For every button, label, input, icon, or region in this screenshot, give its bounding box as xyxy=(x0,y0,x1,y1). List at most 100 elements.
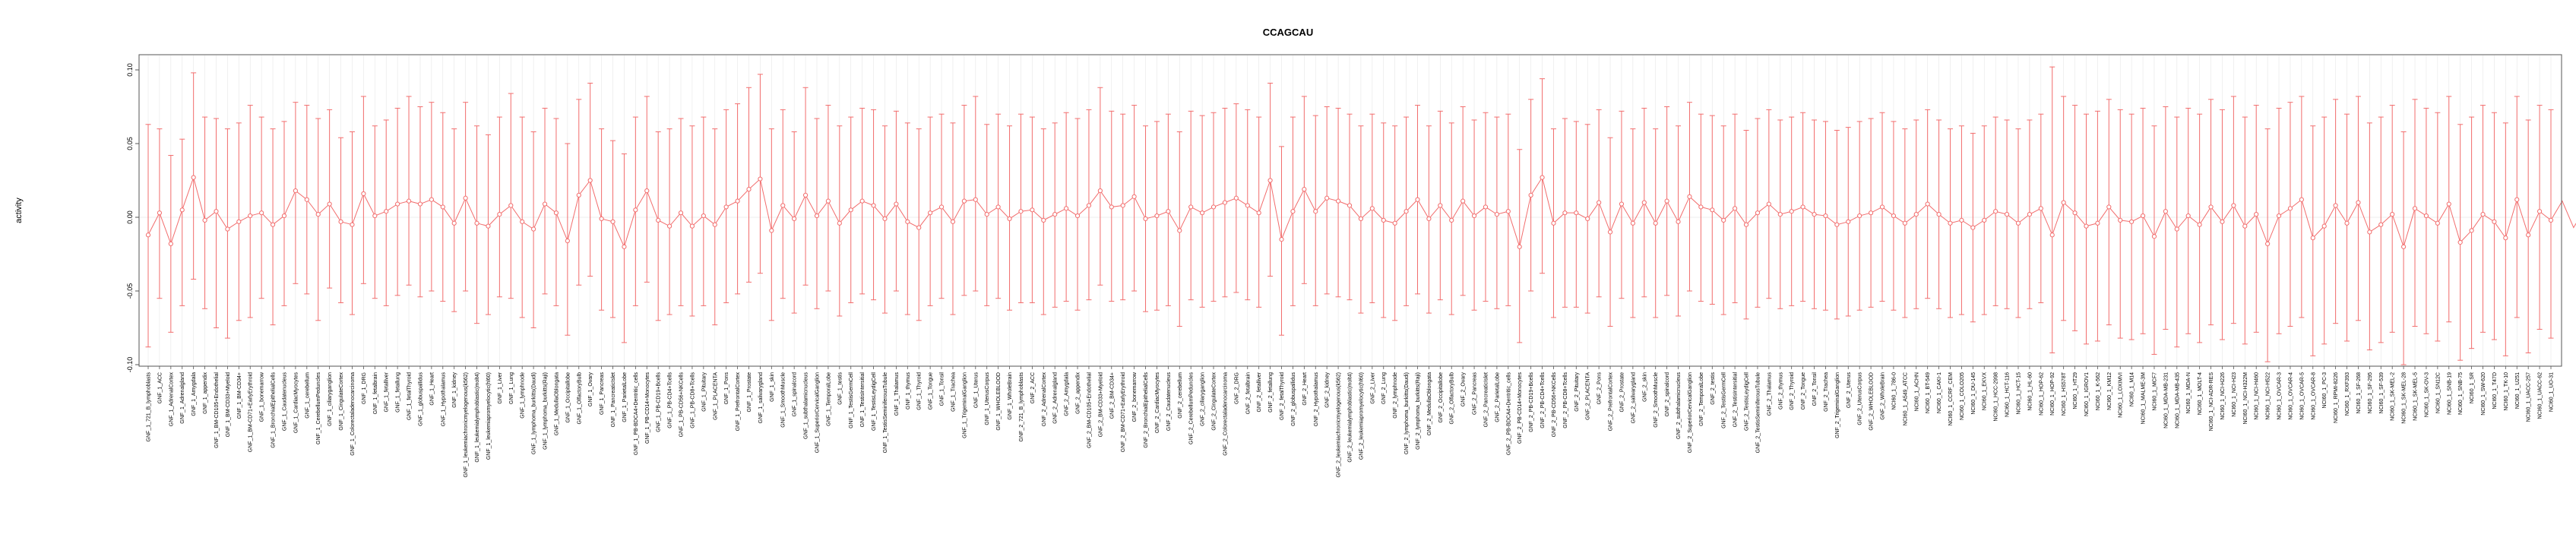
mean-point xyxy=(1902,220,1907,226)
x-tick-label: GNF_1_PB-CD4+Tcells xyxy=(668,372,673,428)
x-tick-label: NCI60_1_LOXIMVI xyxy=(2119,372,2124,418)
mean-point xyxy=(1256,210,1261,216)
marks-layer xyxy=(145,66,2576,365)
x-tick-label: NCI60_1_ACHN xyxy=(1914,372,1919,411)
mean-point xyxy=(1743,222,1749,227)
mean-point xyxy=(2423,213,2429,219)
mean-point xyxy=(1982,217,1987,223)
x-tick-label: GNF_1_TestisGermCell xyxy=(849,372,854,428)
mean-point xyxy=(712,222,717,227)
x-tick-label: NCI60_1_OVCAR-8 xyxy=(2311,372,2316,420)
x-tick-label: GNF_2_lymphoma_burkitts(Raji) xyxy=(1416,372,1421,450)
mean-point xyxy=(1505,209,1511,214)
mean-point xyxy=(837,220,842,226)
x-tick-label: GNF_2_fetallung xyxy=(1268,372,1274,413)
mean-point xyxy=(825,198,831,204)
mean-point xyxy=(1415,197,1420,202)
mean-point xyxy=(1426,216,1432,222)
mean-point xyxy=(214,209,219,214)
mean-point xyxy=(656,217,661,223)
mean-point xyxy=(1913,212,1919,217)
mean-point xyxy=(463,195,468,201)
x-tick-label: GNF_1_testis xyxy=(837,372,843,405)
x-tick-label: GNF_2_SuperiorCervicalGanglion xyxy=(1688,372,1693,453)
x-tick-label: NCI60_1_786-0 xyxy=(1891,372,1897,410)
mean-point xyxy=(2446,201,2451,207)
mean-point xyxy=(2514,197,2520,202)
mean-point xyxy=(248,213,253,219)
mean-point xyxy=(1041,217,1046,223)
mean-point xyxy=(2310,236,2315,241)
x-tick-label: GNF_1_UterusCorpus xyxy=(985,372,990,425)
mean-point xyxy=(1460,198,1466,204)
mean-point xyxy=(2208,204,2214,210)
x-tick-label: GNF_2_subthalamicnucleus xyxy=(1676,372,1682,439)
x-tick-label: GNF_1_PB-CD8+Tcells xyxy=(690,372,695,428)
x-tick-label: GNF_2_Ovary xyxy=(1461,372,1467,407)
mean-point xyxy=(417,201,423,207)
x-tick-label: NCI60_1_K-562 xyxy=(2096,372,2101,410)
x-tick-label: GNF_2_lymphnode xyxy=(1393,372,1398,419)
x-tick-label: GNF_1_fetalThyroid xyxy=(407,372,413,420)
x-tick-label: GNF_1_BM-CD34+ xyxy=(237,372,242,419)
mean-point xyxy=(2287,206,2293,211)
x-tick-label: GNF_1_fetallung xyxy=(396,372,401,413)
mean-point xyxy=(2084,223,2089,229)
x-tick-label: GNF_1_thymus xyxy=(906,372,911,410)
mean-point xyxy=(520,219,525,224)
mean-point xyxy=(2265,241,2271,247)
x-tick-label: GNF_1_Adrenalgland xyxy=(180,372,185,424)
x-tick-label: GNF_1_Amygdala xyxy=(191,372,197,416)
mean-point xyxy=(633,207,638,213)
mean-point xyxy=(1279,237,1284,242)
x-tick-label: GNF_2_Lung xyxy=(1381,372,1387,404)
mean-point xyxy=(565,238,570,244)
x-tick-label: NCI60_1_HOP-92 xyxy=(2050,372,2055,416)
x-tick-label: GNF_2_WHOLEBLOOD xyxy=(1869,372,1875,431)
mean-point xyxy=(938,204,945,210)
x-tick-label: GNF_1_leukemialymphoblastic(molt4) xyxy=(475,372,480,463)
grid-layer xyxy=(140,55,2561,365)
mean-point xyxy=(2118,217,2123,223)
x-tick-label: NCI60_1_HOP-62 xyxy=(2039,372,2044,416)
mean-point xyxy=(1925,201,1930,207)
x-tick-label: GNF_1_DRG xyxy=(362,372,367,404)
mean-point xyxy=(202,217,207,223)
x-tick-label: GNF_1_lymphnode xyxy=(521,372,526,419)
x-tick-label: GNF_1_Ovary xyxy=(588,372,593,407)
mean-point xyxy=(2129,219,2135,224)
mean-point xyxy=(735,198,740,204)
x-tick-label: NCI60_1_HT29 xyxy=(2073,372,2078,409)
mean-point xyxy=(599,216,604,222)
mean-point xyxy=(1607,229,1613,235)
mean-point xyxy=(2174,226,2179,232)
x-tick-label: GNF_2_Pancreas xyxy=(1473,372,1478,416)
mean-point xyxy=(270,222,276,227)
x-tick-label: GNF_1_skin xyxy=(770,372,775,402)
x-tick-label: GNF_2_Heart xyxy=(1302,372,1308,406)
mean-point xyxy=(2378,222,2384,227)
x-tick-label: GNF_2_TestisIntersitial xyxy=(1733,372,1739,428)
mean-point xyxy=(168,241,173,247)
mean-point xyxy=(2412,206,2418,211)
mean-point xyxy=(905,219,910,224)
x-tick-label: GNF_1_leukemiapromyelocytic(hl60) xyxy=(486,372,492,460)
x-tick-label: GNF_1_Pituitary xyxy=(701,372,707,412)
x-tick-label: NCI60_1_SF-268 xyxy=(2356,372,2362,414)
mean-point xyxy=(1959,217,1964,223)
x-tick-label: NCI60_1_HCT-116 xyxy=(2005,372,2011,417)
x-tick-label: GNF_1_CerebellumPeduncles xyxy=(316,372,321,444)
y-axis-label: activity xyxy=(14,198,24,223)
mean-point xyxy=(2027,212,2033,217)
x-tick-label: GNF_2_PB-CD56+NKCells xyxy=(1552,372,1557,438)
x-tick-label: NCI60_1_T47D xyxy=(2492,372,2498,409)
x-tick-label: GNF_1_TestisIntersitial xyxy=(860,372,866,428)
y-tick-label: -0.10 xyxy=(126,357,134,373)
mean-point xyxy=(2038,206,2043,211)
mean-point xyxy=(792,216,797,222)
x-tick-label: GNF_2_DRG xyxy=(1234,372,1239,404)
y-tick-label: 0.05 xyxy=(126,137,134,150)
mean-point xyxy=(644,188,650,194)
x-tick-label: NCI60_1_NCI-H23 xyxy=(2232,372,2237,417)
mean-point xyxy=(1313,209,1318,214)
